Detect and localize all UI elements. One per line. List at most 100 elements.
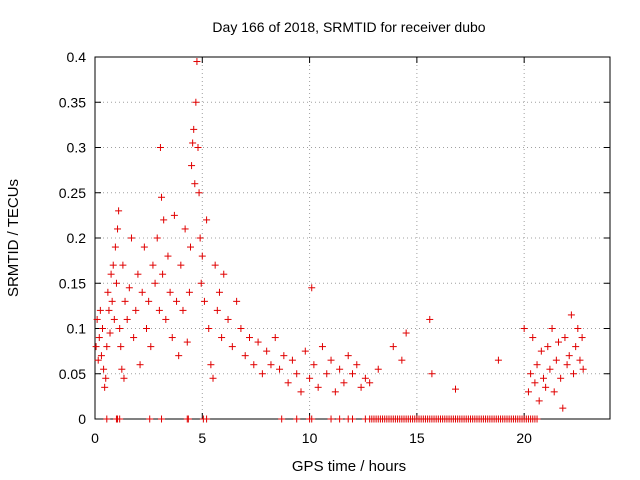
data-point xyxy=(151,279,159,287)
data-point xyxy=(209,374,217,382)
data-point xyxy=(156,144,164,151)
axis-ticks xyxy=(94,56,610,420)
data-point xyxy=(254,338,262,346)
data-point xyxy=(276,365,284,373)
data-point xyxy=(198,252,206,260)
data-point xyxy=(140,243,148,251)
data-point xyxy=(102,374,110,382)
data-point xyxy=(190,125,198,133)
data-point xyxy=(183,338,191,346)
data-point xyxy=(103,415,111,423)
data-point xyxy=(106,329,114,337)
data-point xyxy=(537,347,545,355)
data-point xyxy=(576,356,584,364)
x-tick-label: 20 xyxy=(516,430,532,446)
data-point xyxy=(101,383,109,391)
data-points xyxy=(92,58,587,423)
data-point xyxy=(533,361,541,369)
data-point xyxy=(92,343,100,351)
data-point xyxy=(185,288,193,296)
data-point xyxy=(565,352,573,360)
data-point xyxy=(263,347,271,355)
data-point xyxy=(561,334,569,342)
data-point xyxy=(428,370,436,378)
data-point xyxy=(117,343,125,351)
data-point xyxy=(531,379,539,387)
data-point xyxy=(555,338,562,346)
data-point xyxy=(146,415,154,423)
data-point xyxy=(207,361,215,369)
data-point xyxy=(179,306,187,314)
data-point xyxy=(246,334,253,342)
data-point xyxy=(574,325,582,332)
data-point xyxy=(93,315,101,323)
data-point xyxy=(213,306,221,314)
data-point xyxy=(100,365,108,373)
data-point xyxy=(535,397,543,405)
data-point xyxy=(162,315,170,323)
data-point xyxy=(203,415,211,423)
data-point xyxy=(426,315,434,323)
data-point xyxy=(143,325,150,332)
data-point xyxy=(250,361,258,369)
data-point xyxy=(215,288,223,296)
data-point xyxy=(118,365,126,373)
data-point xyxy=(177,261,185,269)
data-point xyxy=(353,361,361,369)
x-tick-label: 5 xyxy=(198,430,206,446)
data-point xyxy=(344,352,352,360)
data-point xyxy=(349,370,356,378)
data-point xyxy=(170,211,178,219)
data-point xyxy=(494,356,502,364)
data-point xyxy=(306,374,314,382)
data-point xyxy=(211,261,219,269)
data-point xyxy=(153,234,161,242)
data-point xyxy=(200,297,208,305)
data-point xyxy=(529,334,537,342)
data-point xyxy=(327,356,335,364)
data-point xyxy=(125,284,133,292)
data-point xyxy=(184,415,192,423)
data-point xyxy=(159,270,167,278)
data-point xyxy=(374,365,382,373)
data-point xyxy=(539,374,547,382)
data-point xyxy=(192,98,200,106)
data-point xyxy=(107,270,115,278)
data-point xyxy=(114,225,122,233)
data-point xyxy=(96,306,104,314)
data-point xyxy=(195,189,203,197)
data-point xyxy=(104,288,112,296)
data-point xyxy=(188,162,196,170)
data-point xyxy=(293,415,301,423)
data-point xyxy=(103,343,111,351)
x-tick-label: 10 xyxy=(302,430,318,446)
data-point xyxy=(115,207,123,215)
data-point xyxy=(314,383,322,391)
y-tick-label: 0.15 xyxy=(59,275,86,291)
y-tick-label: 0.2 xyxy=(67,230,87,246)
data-point xyxy=(181,225,189,233)
data-point xyxy=(203,216,211,224)
data-point xyxy=(228,343,236,351)
data-point xyxy=(578,334,586,342)
data-point xyxy=(111,243,119,251)
data-point xyxy=(116,415,124,423)
y-tick-label: 0 xyxy=(78,411,86,427)
data-point xyxy=(336,365,344,373)
data-point xyxy=(271,334,279,342)
data-point xyxy=(293,370,301,378)
data-point xyxy=(218,334,226,342)
data-point xyxy=(361,374,369,382)
data-point xyxy=(147,343,155,351)
data-point xyxy=(149,261,157,269)
data-point xyxy=(520,325,528,332)
y-tick-label: 0.35 xyxy=(59,94,86,110)
y-tick-label: 0.1 xyxy=(67,321,87,337)
data-point xyxy=(542,383,550,391)
data-point xyxy=(557,374,565,382)
data-point xyxy=(97,352,105,360)
data-point xyxy=(132,306,140,314)
data-point xyxy=(567,311,575,319)
data-point xyxy=(196,234,204,242)
data-point xyxy=(119,261,127,269)
